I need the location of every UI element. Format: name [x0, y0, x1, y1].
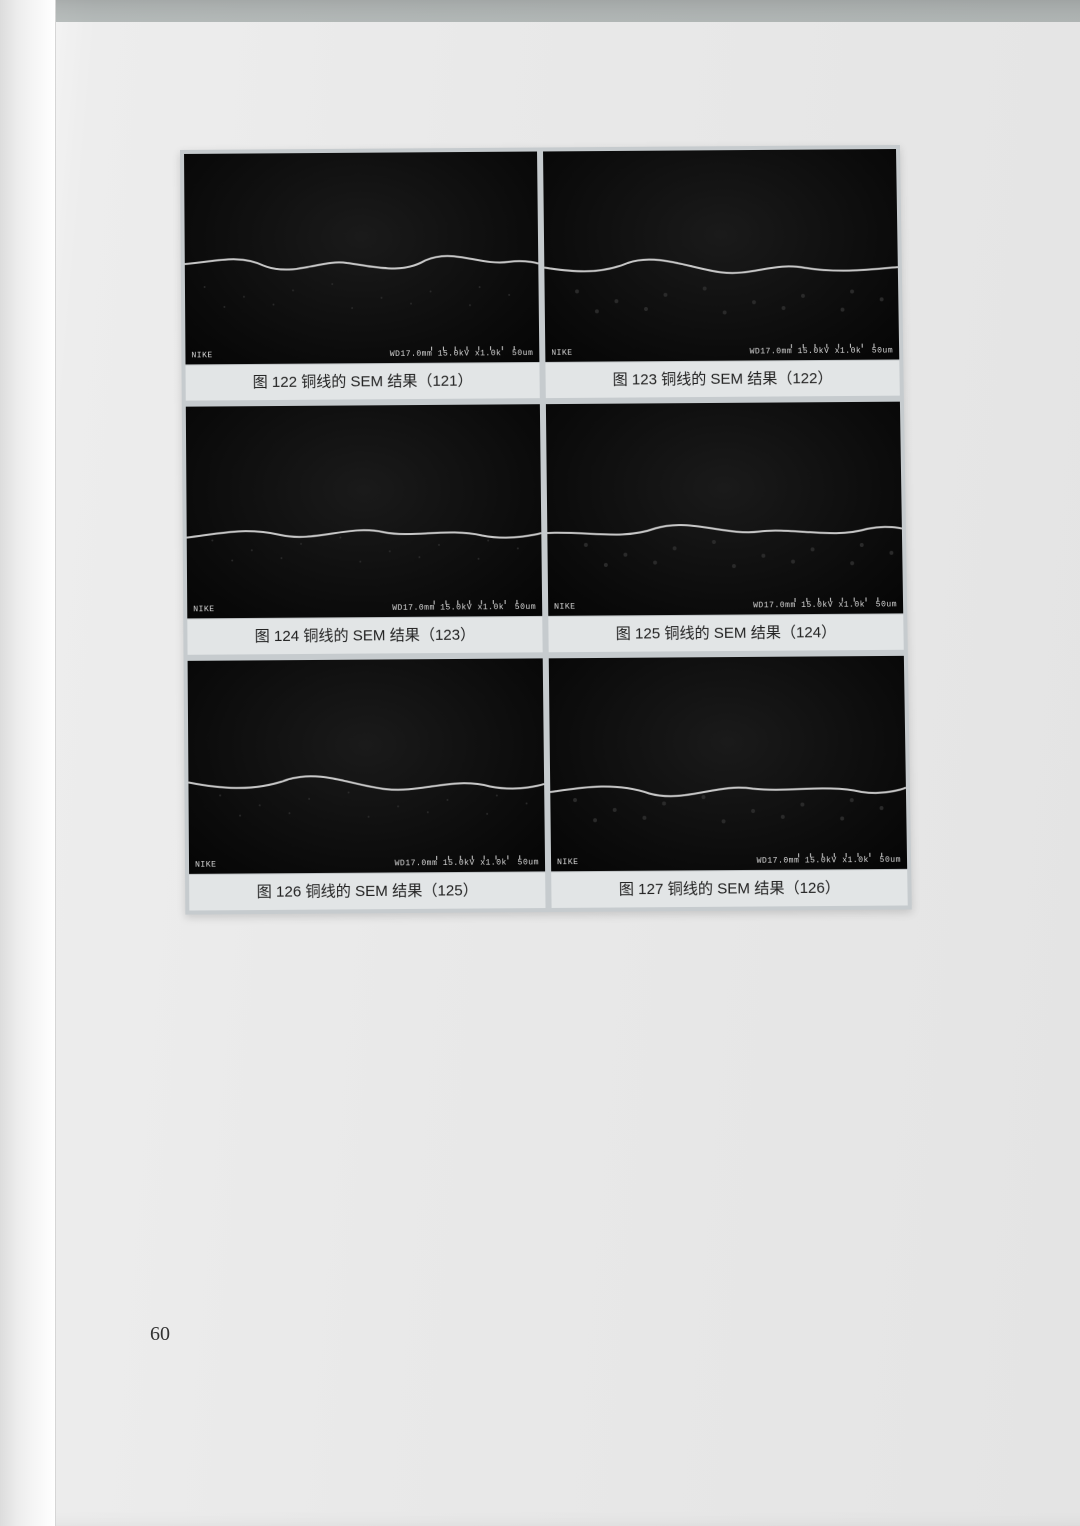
sem-meta-right: WD17.0mm 15.0kV x1.0k 50um	[750, 346, 894, 356]
sem-image: NIKE WD17.0mm 15.0kV x1.0k 50um	[188, 658, 546, 874]
sem-image: NIKE WD17.0mm 15.0kV x1.0k 50um	[543, 149, 899, 362]
sem-meta-left: NIKE	[191, 351, 212, 360]
sem-meta-left: NIKE	[195, 860, 216, 869]
sem-panel: NIKE WD17.0mm 15.0kV x1.0k 50um 图 123 铜线的 …	[543, 149, 900, 398]
figure-grid-block: NIKE WD17.0mm 15.0kV x1.0k 50um 图 122 铜线的 …	[180, 145, 912, 915]
sem-meta-left: NIKE	[193, 605, 214, 614]
sem-meta-left: NIKE	[554, 603, 575, 612]
sem-meta-right: WD17.0mm 15.0kV x1.0k 50um	[390, 349, 534, 359]
sem-grid: NIKE WD17.0mm 15.0kV x1.0k 50um 图 122 铜线的 …	[180, 145, 912, 915]
sem-panel: NIKE WD17.0mm 15.0kV x1.0k 50um 图 127 铜线的 …	[549, 656, 908, 908]
page-top-shadow	[0, 0, 1080, 22]
sem-meta-left: NIKE	[551, 349, 572, 358]
sem-image: NIKE WD17.0mm 15.0kV x1.0k 50um	[186, 404, 542, 618]
page-number: 60	[150, 1323, 170, 1346]
book-spine	[0, 0, 56, 1526]
figure-caption: 图 127 铜线的 SEM 结果（126）	[551, 869, 908, 908]
figure-caption: 图 122 铜线的 SEM 结果（121）	[186, 362, 540, 401]
sem-image: NIKE WD17.0mm 15.0kV x1.0k 50um	[549, 656, 907, 871]
figure-caption: 图 126 铜线的 SEM 结果（125）	[189, 871, 545, 910]
sem-image: NIKE WD17.0mm 15.0kV x1.0k 50um	[546, 402, 903, 616]
sem-panel: NIKE WD17.0mm 15.0kV x1.0k 50um 图 126 铜线的 …	[188, 658, 546, 910]
sem-meta-right: WD17.0mm 15.0kV x1.0k 50um	[395, 858, 539, 868]
sem-panel: NIKE WD17.0mm 15.0kV x1.0k 50um 图 122 铜线的 …	[184, 152, 540, 401]
sem-meta-right: WD17.0mm 15.0kV x1.0k 50um	[753, 600, 897, 610]
sem-meta-right: WD17.0mm 15.0kV x1.0k 50um	[392, 603, 536, 613]
scanned-page: NIKE WD17.0mm 15.0kV x1.0k 50um 图 122 铜线的 …	[0, 0, 1080, 1526]
figure-caption: 图 123 铜线的 SEM 结果（122）	[545, 359, 899, 398]
figure-caption: 图 125 铜线的 SEM 结果（124）	[548, 613, 903, 652]
figure-caption: 图 124 铜线的 SEM 结果（123）	[187, 616, 542, 655]
sem-meta-left: NIKE	[557, 858, 578, 867]
sem-image: NIKE WD17.0mm 15.0kV x1.0k 50um	[184, 152, 539, 365]
sem-panel: NIKE WD17.0mm 15.0kV x1.0k 50um 图 124 铜线的 …	[186, 404, 543, 655]
sem-panel: NIKE WD17.0mm 15.0kV x1.0k 50um 图 125 铜线的 …	[546, 402, 904, 653]
sem-meta-right: WD17.0mm 15.0kV x1.0k 50um	[757, 856, 901, 866]
